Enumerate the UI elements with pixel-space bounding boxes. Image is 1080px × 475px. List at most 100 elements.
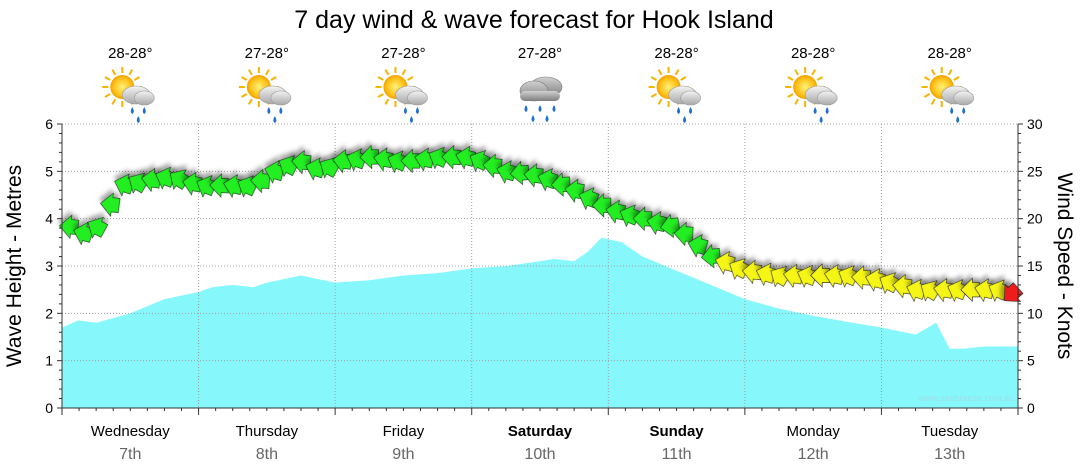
wind-arrow xyxy=(373,147,394,172)
raindrop xyxy=(415,107,419,114)
day-date-label: 13th xyxy=(934,446,965,463)
chart-title: 7 day wind & wave forecast for Hook Isla… xyxy=(294,6,773,34)
day-temperature: 27-28° xyxy=(245,45,289,62)
raindrop xyxy=(273,116,277,123)
axes: 0 1 2 3 4 5 6 0 5 10 15 20 25 30 xyxy=(45,116,1043,416)
wind-arrow xyxy=(892,274,913,299)
wind-arrow xyxy=(182,171,203,196)
cloud-rain-icon xyxy=(519,76,563,122)
wind-arrow xyxy=(700,244,722,269)
wind-arrow xyxy=(550,172,571,197)
day-date-label: 12th xyxy=(798,446,829,463)
day-date-label: 11th xyxy=(662,446,692,463)
day-temperature: 28-28° xyxy=(108,45,152,62)
y-left-tick-label: 4 xyxy=(45,211,53,227)
wind-arrow xyxy=(523,163,544,188)
weather-icon-row xyxy=(102,67,975,123)
gridlines xyxy=(62,123,1018,408)
raindrop xyxy=(130,107,134,114)
y-left-tick-label: 0 xyxy=(45,400,53,416)
y-right-tick-label: 25 xyxy=(1027,163,1043,179)
raindrop xyxy=(689,107,693,114)
y-right-tick-label: 15 xyxy=(1027,258,1043,274)
day-name-label: Tuesday xyxy=(921,423,978,440)
raindrop xyxy=(545,115,549,122)
day-date-label: 7th xyxy=(119,446,141,463)
raindrop xyxy=(403,107,407,114)
day-date-label: 8th xyxy=(256,446,278,463)
wind-arrow xyxy=(496,160,518,184)
y-axis-left-title: Wave Height - Metres xyxy=(3,165,26,367)
day-date-label: 10th xyxy=(524,446,555,463)
wind-arrow xyxy=(632,206,653,231)
raindrop xyxy=(819,116,823,123)
wind-arrow xyxy=(851,265,871,290)
temperature-row: 28-28° 27-28° 27-28° 27-28° 28-28° 28-28° 28-2… xyxy=(108,45,972,62)
wind-arrow xyxy=(687,234,709,258)
wind-arrow xyxy=(509,160,530,186)
raindrop xyxy=(956,116,960,123)
sun-cloud-rain-icon xyxy=(921,67,975,123)
wind-arrow xyxy=(729,258,750,280)
wind-speed-series xyxy=(59,144,1024,303)
sun-cloud-rain-icon xyxy=(102,67,155,123)
wind-arrow xyxy=(209,173,229,198)
day-temperature: 28-28° xyxy=(928,45,972,62)
wind-arrow xyxy=(783,263,804,288)
day-temperature: 28-28° xyxy=(791,45,835,62)
raindrop xyxy=(683,116,687,123)
wind-arrow xyxy=(988,279,1010,302)
raindrop xyxy=(962,107,966,114)
y-right-tick-label: 0 xyxy=(1027,400,1035,416)
wind-arrow xyxy=(741,259,763,285)
day-name-label: Saturday xyxy=(508,423,573,440)
wind-arrow xyxy=(756,262,777,286)
wind-arrow xyxy=(482,153,503,179)
raindrop xyxy=(825,107,829,114)
wind-arrow xyxy=(291,149,312,175)
raindrop xyxy=(142,107,146,114)
day-name-label: Sunday xyxy=(649,423,704,440)
raindrop xyxy=(136,116,140,123)
y-axis-right-title: Wind Speed - Knots xyxy=(1053,173,1076,360)
wave-height-series xyxy=(62,237,1018,408)
raindrop xyxy=(524,105,528,112)
watermark-text: www.seabreeze.com.au xyxy=(917,393,1014,403)
raindrop xyxy=(950,107,954,114)
day-temperature: 27-28° xyxy=(518,45,562,62)
raindrop xyxy=(279,107,283,114)
y-left-tick-label: 2 xyxy=(45,305,53,321)
y-right-tick-label: 10 xyxy=(1027,305,1043,321)
wind-arrow xyxy=(441,145,462,170)
raindrop xyxy=(531,115,535,122)
day-temperature: 27-28° xyxy=(381,45,425,62)
wind-arrow xyxy=(933,278,954,303)
sun-cloud-rain-icon xyxy=(238,67,292,123)
wind-arrow xyxy=(87,216,109,239)
y-right-tick-label: 5 xyxy=(1027,353,1035,369)
raindrop xyxy=(813,107,817,114)
raindrop xyxy=(677,107,681,114)
y-left-tick-label: 3 xyxy=(45,258,53,274)
sun-cloud-rain-icon xyxy=(648,67,701,123)
wind-arrow xyxy=(100,192,121,217)
wind-arrow xyxy=(455,145,477,170)
wind-arrow xyxy=(865,268,886,292)
day-name-label: Thursday xyxy=(236,423,299,440)
raindrop xyxy=(267,107,271,114)
sun-cloud-rain-icon xyxy=(785,67,838,123)
day-name-label: Monday xyxy=(786,423,840,440)
y-right-tick-label: 30 xyxy=(1027,116,1043,132)
wind-arrow xyxy=(810,263,830,288)
wind-arrow xyxy=(59,214,80,239)
day-name-label: Wednesday xyxy=(91,423,170,440)
wind-arrow xyxy=(714,251,736,275)
sun-cloud-rain-icon xyxy=(375,67,428,123)
wind-arrow xyxy=(359,144,380,170)
wind-arrow xyxy=(591,193,612,218)
y-left-tick-label: 5 xyxy=(45,163,53,179)
y-left-tick-label: 1 xyxy=(45,353,53,369)
wind-arrow xyxy=(673,221,694,247)
raindrop xyxy=(409,116,413,123)
